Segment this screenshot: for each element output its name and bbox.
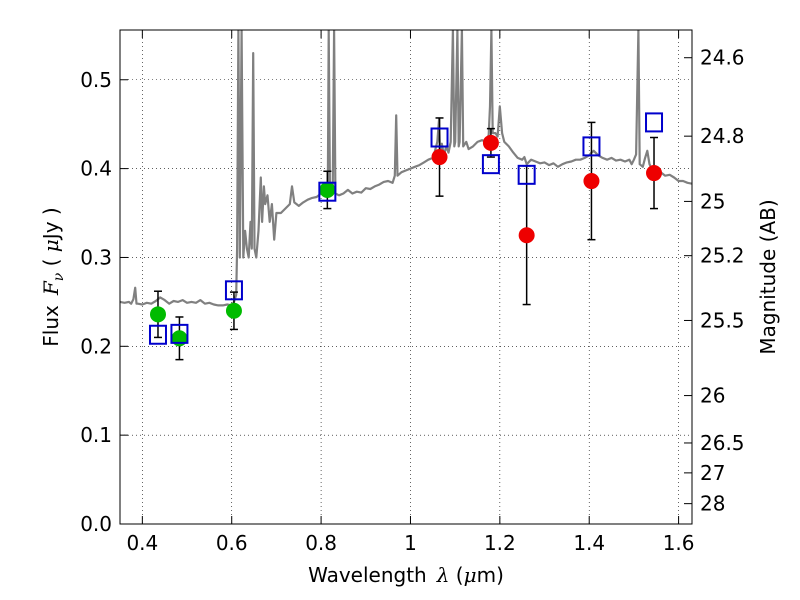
y-tick-label: 0.0 (80, 512, 112, 536)
model-photometry-point (645, 112, 664, 133)
model-photometry-point (481, 154, 500, 175)
x-tick-label: 1.6 (663, 531, 695, 555)
x-axis-label-unit-open: ( (449, 563, 463, 587)
y2-axis-label: Magnitude (AB) (756, 199, 780, 354)
x-tick-label: 1 (404, 531, 417, 555)
x-tick-label: 0.4 (126, 531, 158, 555)
x-tick-label: 1.4 (573, 531, 605, 555)
y-tick-label: 0.5 (80, 68, 112, 92)
y2-tick-label: 25.2 (700, 244, 745, 268)
y-tick-label: 0.4 (80, 157, 112, 181)
y2-tick-label: 24.8 (700, 124, 745, 148)
y2-tick-label: 26.5 (700, 431, 745, 455)
red-measured-point (431, 149, 448, 166)
model-photometry-point (148, 324, 167, 345)
y-axis-label-text: Flux (39, 305, 63, 347)
y2-tick-label: 28 (700, 492, 725, 516)
model-photometry-point (170, 323, 189, 344)
red-measured-point (518, 227, 535, 244)
green-measured-point (225, 302, 242, 319)
y-axis-label-unit-mu: μ (39, 239, 63, 252)
x-tick-label: 1.2 (484, 531, 516, 555)
red-measured-point (646, 165, 663, 182)
y-tick-label: 0.3 (80, 245, 112, 269)
y-axis-label-unit-rest: Jy ) (39, 207, 63, 241)
y-tick-label: 0.1 (80, 423, 112, 447)
green-measured-point (149, 306, 166, 323)
y2-tick-label: 25 (700, 189, 725, 213)
x-axis-label: Wavelength λ (μm) (308, 563, 504, 587)
red-measured-point (482, 134, 499, 151)
y-axis-label-symbol: F (39, 280, 63, 296)
x-tick-label: 0.8 (305, 531, 337, 555)
y-tick-label: 0.2 (80, 334, 112, 358)
plot-frame (119, 29, 693, 525)
marker-layer (148, 112, 664, 347)
y2-tick-label: 27 (700, 461, 725, 485)
model-photometry-point (517, 164, 536, 185)
y2-tick-label: 25.5 (700, 308, 745, 332)
x-axis-label-unit-mu: μ (464, 563, 477, 587)
green-measured-point (319, 181, 336, 198)
y2-tick-label: 26 (700, 384, 725, 408)
x-axis-label-text: Wavelength (308, 563, 427, 587)
tick-layer: 0.4 0.6 0.8 1 1.2 1.4 1.6 0.0 0.1 0.2 0.3 0.4 0.5 24.… (80, 30, 745, 555)
y-axis-label-subscript: ν (51, 272, 67, 281)
red-measured-point (583, 173, 600, 190)
y-axis-label: Flux Fν ( μJy ) (39, 207, 67, 346)
model-photometry-point (430, 127, 449, 148)
x-tick-label: 0.6 (216, 531, 248, 555)
y-axis-label-unit-open: ( (39, 252, 63, 273)
x-axis-label-unit-rest: m) (477, 563, 504, 587)
model-photometry-point (582, 136, 601, 157)
model-photometry-point (318, 181, 337, 202)
x-axis-label-symbol: λ (436, 563, 450, 587)
model-photometry-point (224, 280, 243, 301)
y2-tick-label: 24.6 (700, 46, 745, 70)
